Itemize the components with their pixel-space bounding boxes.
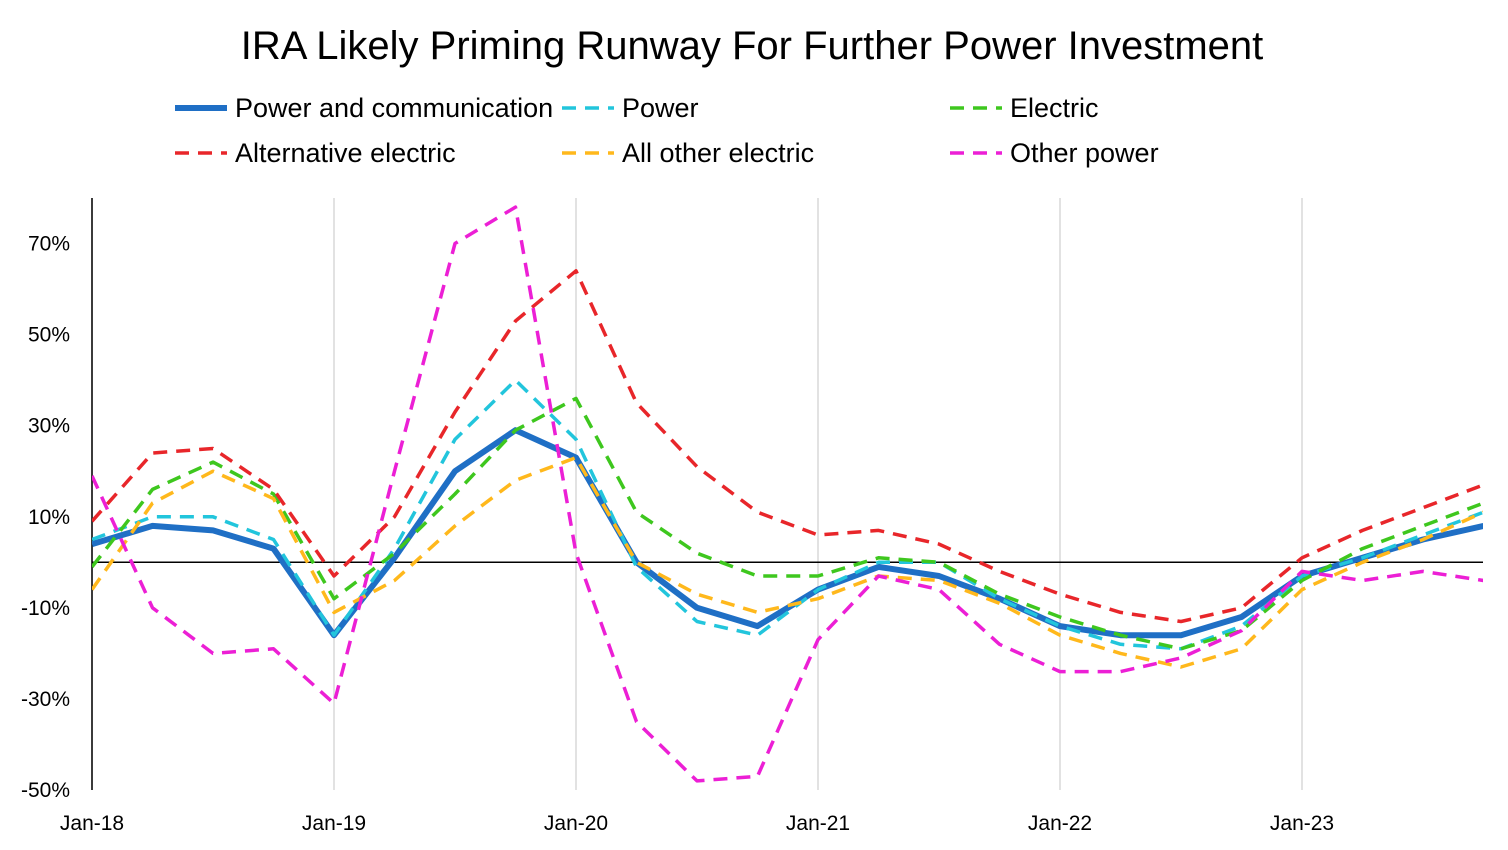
legend-item: All other electric (562, 138, 814, 168)
series-line-power (92, 378, 1483, 651)
chart-title: IRA Likely Priming Runway For Further Po… (241, 24, 1264, 68)
series-layer (92, 205, 1483, 783)
series-line-other-power (92, 205, 1483, 783)
legend-label: Alternative electric (235, 138, 456, 168)
axes: 70% 50% 30% 10% -10% -30% -50% Jan-18 Jan-19 Jan-… (21, 198, 1483, 835)
y-tick-label: -50% (21, 779, 70, 802)
legend-label: Power (622, 93, 699, 123)
x-tick-label: Jan-18 (60, 812, 124, 835)
y-tick-label: 30% (28, 415, 70, 438)
legend: Power and communication Power Electric Alte… (175, 93, 1159, 168)
x-tick-label: Jan-23 (1270, 812, 1334, 835)
legend-label: Power and communication (235, 93, 553, 123)
y-tick-label: -30% (21, 688, 70, 711)
y-tick-label: 50% (28, 324, 70, 347)
y-tick-label: 10% (28, 506, 70, 529)
legend-item: Electric (950, 93, 1099, 123)
legend-label: All other electric (622, 138, 814, 168)
legend-item: Power and communication (175, 93, 553, 123)
x-tick-label: Jan-21 (786, 812, 850, 835)
series-line-all-other-electric (92, 455, 1483, 669)
legend-label: Other power (1010, 138, 1159, 168)
x-tick-label: Jan-20 (544, 812, 608, 835)
y-tick-label: 70% (28, 233, 70, 256)
y-tick-label: -10% (21, 597, 70, 620)
legend-label: Electric (1010, 93, 1099, 123)
legend-item: Power (562, 93, 699, 123)
x-tick-label: Jan-22 (1028, 812, 1092, 835)
x-tick-label: Jan-19 (302, 812, 366, 835)
legend-item: Alternative electric (175, 138, 456, 168)
legend-item: Other power (950, 138, 1159, 168)
series-line-alternative-electric (92, 269, 1483, 624)
